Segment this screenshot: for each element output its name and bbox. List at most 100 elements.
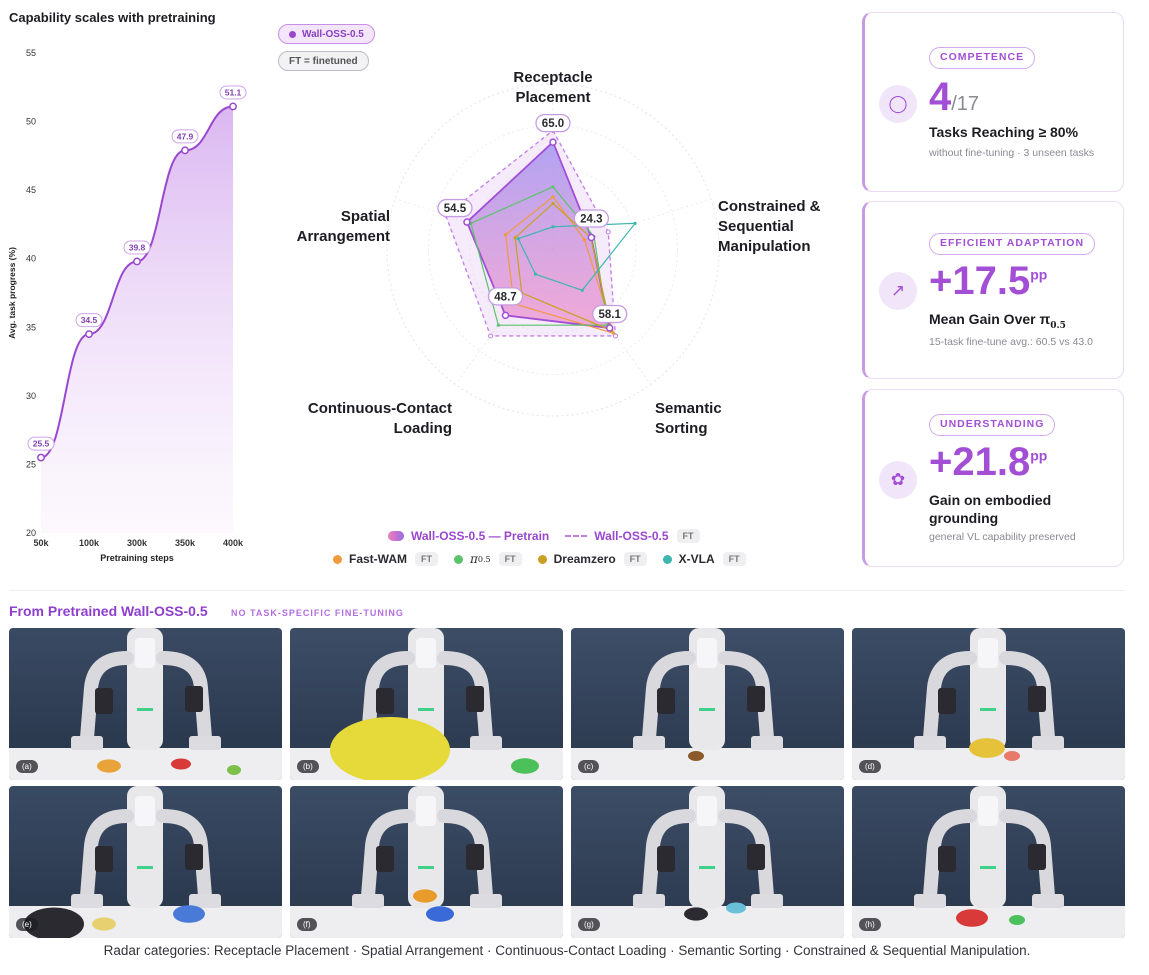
y-tick-label: 50 <box>26 117 36 127</box>
ft-chip: FT <box>676 529 700 543</box>
robot-scene-icon <box>571 628 844 780</box>
series-point <box>551 185 555 189</box>
data-label: 39.8 <box>129 242 146 252</box>
legend-item-pi05[interactable]: π 0.5 FT <box>454 552 522 566</box>
robot-photo[interactable]: (a) <box>9 628 282 780</box>
robot-scene-icon <box>9 628 282 780</box>
series-wall-pretrain-point <box>587 233 596 242</box>
robot-photo[interactable]: (c) <box>571 628 844 780</box>
finetuned-pill[interactable]: FT = finetuned <box>278 51 369 71</box>
card-big-value: +17.5pp <box>929 259 1047 304</box>
card-big-value: 4/17 <box>929 75 979 120</box>
series--0-5 <box>470 186 609 326</box>
robot-scene-icon <box>852 628 1125 780</box>
lightbulb-icon: ◯ <box>879 85 917 123</box>
data-point <box>85 330 93 339</box>
data-point <box>229 102 237 111</box>
series-x-vla <box>517 222 637 291</box>
series-fast-wam <box>505 196 615 335</box>
legend-sub: 0.5 <box>477 554 491 564</box>
data-point <box>37 453 45 462</box>
card-head: Mean Gain Over π0.5 <box>929 311 1066 331</box>
robot-photo[interactable]: (h) <box>852 786 1125 938</box>
radar-value-label: 24.3 <box>580 214 602 226</box>
x-axis-label: Pretraining steps <box>100 553 174 563</box>
data-label-bg <box>27 436 55 451</box>
big-suffix: pp <box>1030 266 1048 283</box>
data-label-bg <box>75 313 103 328</box>
photo-label: (e) <box>16 918 38 931</box>
x-tick-label: 100k <box>79 538 100 548</box>
x-tick-label: 300k <box>127 538 148 548</box>
big-suffix: /17 <box>951 93 980 115</box>
ft-chip: FT <box>498 552 522 566</box>
robot-scene-icon <box>290 628 563 780</box>
robot-photo[interactable]: (d) <box>852 628 1125 780</box>
card-big-value: +21.8pp <box>929 440 1047 485</box>
robot-photo[interactable]: (b) <box>290 628 563 780</box>
robot-photo[interactable]: (f) <box>290 786 563 938</box>
x-tick-label: 50k <box>33 538 49 548</box>
y-tick-label: 45 <box>26 185 36 195</box>
series-point <box>551 201 555 206</box>
series-point <box>516 237 520 241</box>
card-tag: COMPETENCE <box>929 47 1036 69</box>
y-tick-label: 30 <box>26 391 36 401</box>
big-number: 4 <box>929 75 952 119</box>
y-tick-label: 25 <box>26 459 36 469</box>
wall-dot-icon <box>289 30 296 38</box>
series-point <box>633 221 637 225</box>
legend-item-fast-wam[interactable]: Fast-WAM FT <box>333 552 438 566</box>
legend-item-dreamzero[interactable]: Dreamzero FT <box>537 552 647 566</box>
photo-label: (g) <box>578 918 600 931</box>
area-fill <box>41 106 233 533</box>
legend-label: X-VLA <box>678 552 715 566</box>
series-point <box>580 288 584 292</box>
data-label-bg <box>219 85 247 100</box>
wall-pill-label: Wall-OSS-0.5 <box>302 28 364 40</box>
radar-value-label-bg <box>437 198 473 218</box>
robot-photo[interactable]: (e) <box>9 786 282 938</box>
series-wall-ft-point <box>612 333 618 339</box>
radar-value-label: 58.1 <box>598 309 621 321</box>
photo-label: (b) <box>297 760 319 773</box>
y-tick-label: 40 <box>26 254 36 264</box>
robot-photo[interactable]: (g) <box>571 786 844 938</box>
legend-row-2: Fast-WAM FT π 0.5 FT Dreamzero FT X-VLA F… <box>333 552 746 566</box>
y-tick-label: 55 <box>26 48 36 58</box>
big-number: +21.8 <box>929 440 1031 484</box>
dashed-swatch-icon <box>565 535 588 537</box>
data-label-bg <box>123 240 151 255</box>
series-point <box>513 236 517 240</box>
legend-label: Wall-OSS-0.5 <box>594 529 669 543</box>
series-point <box>496 323 500 327</box>
card-head: Tasks Reaching ≥ 80% <box>929 124 1079 140</box>
wall-oss-pill[interactable]: Wall-OSS-0.5 <box>278 24 375 44</box>
legend-item-xvla[interactable]: X-VLA FT <box>662 552 746 566</box>
radar-value-label: 65.0 <box>542 118 564 130</box>
data-point <box>133 257 141 266</box>
robot-scene-icon <box>571 786 844 938</box>
robot-scene-icon <box>9 786 282 938</box>
photo-label: (a) <box>16 760 38 773</box>
legend-item-wall-ft[interactable]: Wall-OSS-0.5 FT <box>565 529 700 543</box>
legend-label: Fast-WAM <box>349 552 407 566</box>
head-text: Mean Gain Over π <box>929 311 1051 327</box>
orange-dot-icon <box>333 554 342 564</box>
series-point <box>551 225 555 229</box>
photo-label: (h) <box>859 918 881 931</box>
data-label: 51.1 <box>225 87 242 97</box>
legend-item-wall-pretrain[interactable]: Wall-OSS-0.5 — Pretrain <box>388 529 549 543</box>
teal-dot-icon <box>662 554 672 564</box>
radar-chart: 65.0 24.3 58.1 48.7 54.5 Receptacle Placement C… <box>297 69 821 437</box>
competence-card: COMPETENCE ◯ 4/17 Tasks Reaching ≥ 80% w… <box>862 12 1124 192</box>
y-tick-label: 35 <box>26 322 36 332</box>
ft-chip: FT <box>415 552 438 566</box>
legend-label: Dreamzero <box>553 552 616 566</box>
efficient-adaptation-card: EFFICIENT ADAPTATION ↗ +17.5pp Mean Gain… <box>862 201 1124 379</box>
card-tag: UNDERSTANDING <box>929 414 1056 436</box>
data-label-bg <box>171 129 199 144</box>
radar-axis-label: Spatial Arrangement <box>297 208 390 245</box>
series-wall-ft-point <box>488 333 494 339</box>
caption: Radar categories: Receptacle Placement ·… <box>103 943 1031 958</box>
